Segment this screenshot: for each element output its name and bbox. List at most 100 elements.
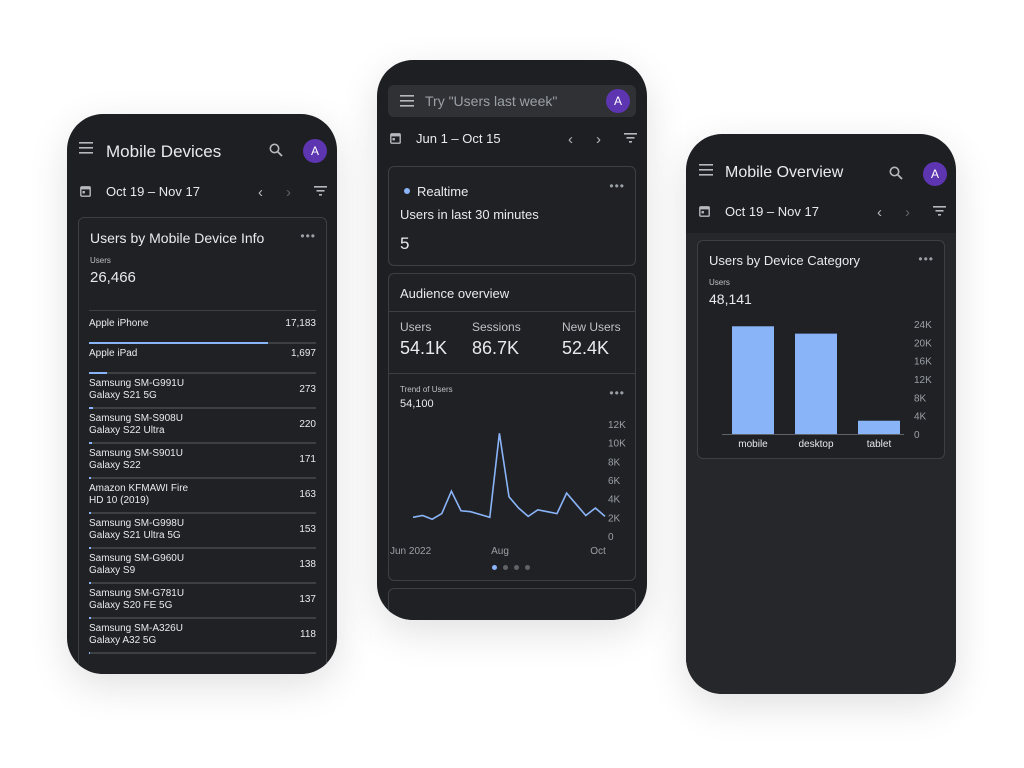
avatar[interactable]: A [923,162,947,186]
x-tick-label: Oct [590,546,606,557]
date-row: Oct 19 – Nov 17 ‹ › [67,182,337,202]
metric-value: 54.1K [400,338,448,358]
filter-icon[interactable] [933,206,946,216]
date-range[interactable]: Oct 19 – Nov 17 [725,204,819,219]
mobile-device-card: Users by Mobile Device Info ••• Users 26… [78,217,327,674]
device-value: 153 [299,524,316,535]
divider [389,373,635,374]
search-icon[interactable] [269,143,283,157]
more-options-icon[interactable]: ••• [609,179,625,193]
search-input[interactable]: Try "Users last week" [425,93,558,109]
realtime-card[interactable]: Realtime ••• Users in last 30 minutes 5 [388,166,636,266]
menu-icon[interactable] [400,95,414,107]
y-tick-label: 8K [608,457,621,468]
device-row[interactable]: Samsung SM-A326U Galaxy A32 5G 118 [89,623,316,658]
audience-overview-card: Audience overview Users 54.1K Sessions 8… [388,273,636,581]
menu-icon[interactable] [699,164,713,176]
device-value: 118 [300,629,316,640]
bar-desktop[interactable] [795,333,837,434]
device-share-bar [89,442,316,444]
chevron-right-icon[interactable]: › [905,204,910,221]
chevron-right-icon[interactable]: › [286,184,291,201]
device-share-bar [89,407,316,409]
device-row[interactable]: Samsung SM-S901U Galaxy S22 171 [89,448,316,483]
device-share-fill [89,617,91,619]
device-row[interactable]: Samsung SM-S908U Galaxy S22 Ultra 220 [89,413,316,448]
chevron-left-icon[interactable]: ‹ [877,204,882,221]
page-title: Mobile Devices [106,142,222,161]
device-value: 171 [299,454,316,465]
more-options-icon[interactable]: ••• [609,386,625,400]
device-name: Samsung SM-G998U [89,518,185,529]
device-value: 138 [299,559,316,570]
more-options-icon[interactable]: ••• [918,252,934,266]
bar-mobile[interactable] [732,326,774,434]
realtime-value: 5 [400,234,410,253]
date-range[interactable]: Oct 19 – Nov 17 [106,184,200,199]
search-icon[interactable] [889,166,903,180]
device-share-fill [89,442,92,444]
metric-users[interactable]: Users 54.1K [400,320,447,359]
metric-new-users[interactable]: New Users 52.4K [562,320,621,359]
top-bar: Mobile Devices A [67,138,337,164]
filter-icon[interactable] [624,133,637,143]
device-row[interactable]: Apple iPad 1,697 [89,348,316,378]
filter-icon[interactable] [314,186,327,196]
page-dot[interactable] [503,565,508,570]
calendar-icon[interactable] [80,185,91,197]
device-value: 137 [299,594,316,605]
y-tick-label: 0 [914,430,920,441]
device-share-fill [89,512,91,514]
device-share-bar [89,477,316,479]
device-share-bar [89,582,316,584]
metric-label: Users [90,256,111,265]
page-title: Mobile Overview [725,164,844,181]
chevron-left-icon[interactable]: ‹ [568,131,573,148]
device-share-fill [89,372,107,374]
realtime-dot-icon [404,188,410,194]
search-bar[interactable]: Try "Users last week" A [388,85,636,117]
x-tick-label: desktop [798,439,833,450]
device-row[interactable]: Samsung SM-G991U Galaxy S21 5G 273 [89,378,316,413]
pagination-dots[interactable] [492,565,530,570]
chevron-right-icon[interactable]: › [596,131,601,148]
device-share-bar [89,342,316,344]
y-tick-label: 2K [608,513,621,524]
menu-icon[interactable] [79,142,93,154]
device-name: Amazon KFMAWI Fire [89,483,189,494]
bar-tablet[interactable] [858,420,900,434]
device-row[interactable]: Samsung SM-G998U Galaxy S21 Ultra 5G 153 [89,518,316,553]
metric-sessions[interactable]: Sessions 86.7K [472,320,521,359]
x-tick-label: tablet [867,439,892,450]
device-model: Galaxy S21 5G [89,390,157,401]
y-tick-label: 12K [608,420,626,431]
device-share-fill [89,342,269,344]
y-tick-label: 12K [914,375,932,386]
page-dot-active[interactable] [492,565,497,570]
y-tick-label: 6K [608,476,621,487]
x-tick-label: Aug [491,546,509,557]
device-value: 220 [299,419,316,430]
page-dot[interactable] [514,565,519,570]
device-value: 1,697 [290,348,316,359]
date-range[interactable]: Jun 1 – Oct 15 [416,131,501,146]
device-share-fill [89,477,92,479]
device-share-bar [89,372,316,374]
metric-label: Users [709,278,730,287]
avatar[interactable]: A [303,139,327,163]
device-row[interactable]: Samsung SM-G960U Galaxy S9 138 [89,553,316,588]
device-row[interactable]: Samsung SM-G781U Galaxy S20 FE 5G 137 [89,588,316,623]
y-tick-label: 0 [608,532,614,543]
y-tick-label: 4K [608,495,621,506]
device-share-fill [89,582,91,584]
more-options-icon[interactable]: ••• [300,229,316,243]
avatar[interactable]: A [606,89,630,113]
x-tick-label: mobile [738,439,768,450]
page-dot[interactable] [525,565,530,570]
chevron-left-icon[interactable]: ‹ [258,184,263,201]
device-row[interactable]: Apple iPhone 17,183 [89,318,316,348]
device-row[interactable]: Amazon KFMAWI Fire HD 10 (2019) 163 [89,483,316,518]
calendar-icon[interactable] [699,205,710,217]
calendar-icon[interactable] [390,132,401,144]
y-tick-label: 20K [914,338,932,349]
